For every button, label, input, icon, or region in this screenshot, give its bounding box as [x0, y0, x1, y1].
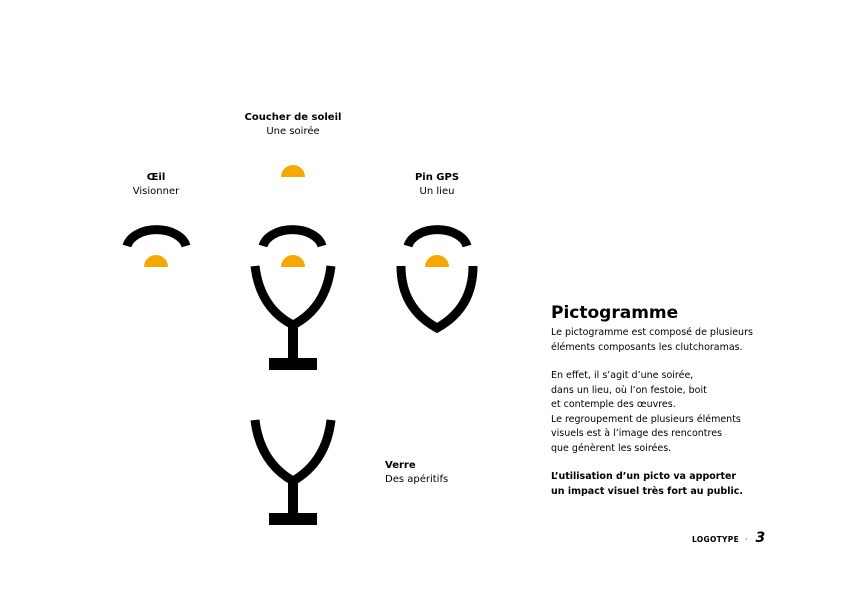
page-footer: LOGOTYPE · 3	[692, 530, 765, 546]
section-heading: Pictogramme	[551, 303, 679, 323]
eye-label: Œil Visionner	[76, 171, 236, 199]
glass-subtitle: Des apéritifs	[385, 474, 449, 485]
eye-title: Œil	[146, 172, 166, 183]
paragraph-body: En effet, il s’agit d’une soirée, dans u…	[551, 370, 741, 454]
glass-icon	[250, 419, 336, 525]
footer-separator: ·	[745, 535, 748, 544]
paragraph-intro: Le pictogramme est composé de plusieurs …	[551, 327, 753, 353]
eye-subtitle: Visionner	[132, 186, 180, 197]
sunset-subtitle: Une soirée	[266, 126, 320, 137]
eye-icon	[122, 225, 191, 267]
sunset-label: Coucher de soleil Une soirée	[213, 111, 373, 139]
glass-title: Verre	[385, 460, 416, 471]
pin-label: Pin GPS Un lieu	[357, 171, 517, 199]
pin-title: Pin GPS	[414, 172, 460, 183]
sunset-title: Coucher de soleil	[244, 112, 342, 123]
sunset-icon	[281, 165, 305, 177]
pin-subtitle: Un lieu	[419, 186, 455, 197]
page-number: 3	[755, 530, 766, 546]
paragraph-conclusion: L’utilisation d’un picto va apporter un …	[551, 471, 743, 497]
footer-label: LOGOTYPE	[692, 535, 739, 544]
full-pictogram-icon	[250, 225, 336, 370]
pictogram-description: Pictogramme Le pictogramme est composé d…	[551, 303, 811, 499]
glass-label: Verre Des apéritifs	[385, 459, 505, 487]
gps-pin-icon	[396, 225, 478, 334]
